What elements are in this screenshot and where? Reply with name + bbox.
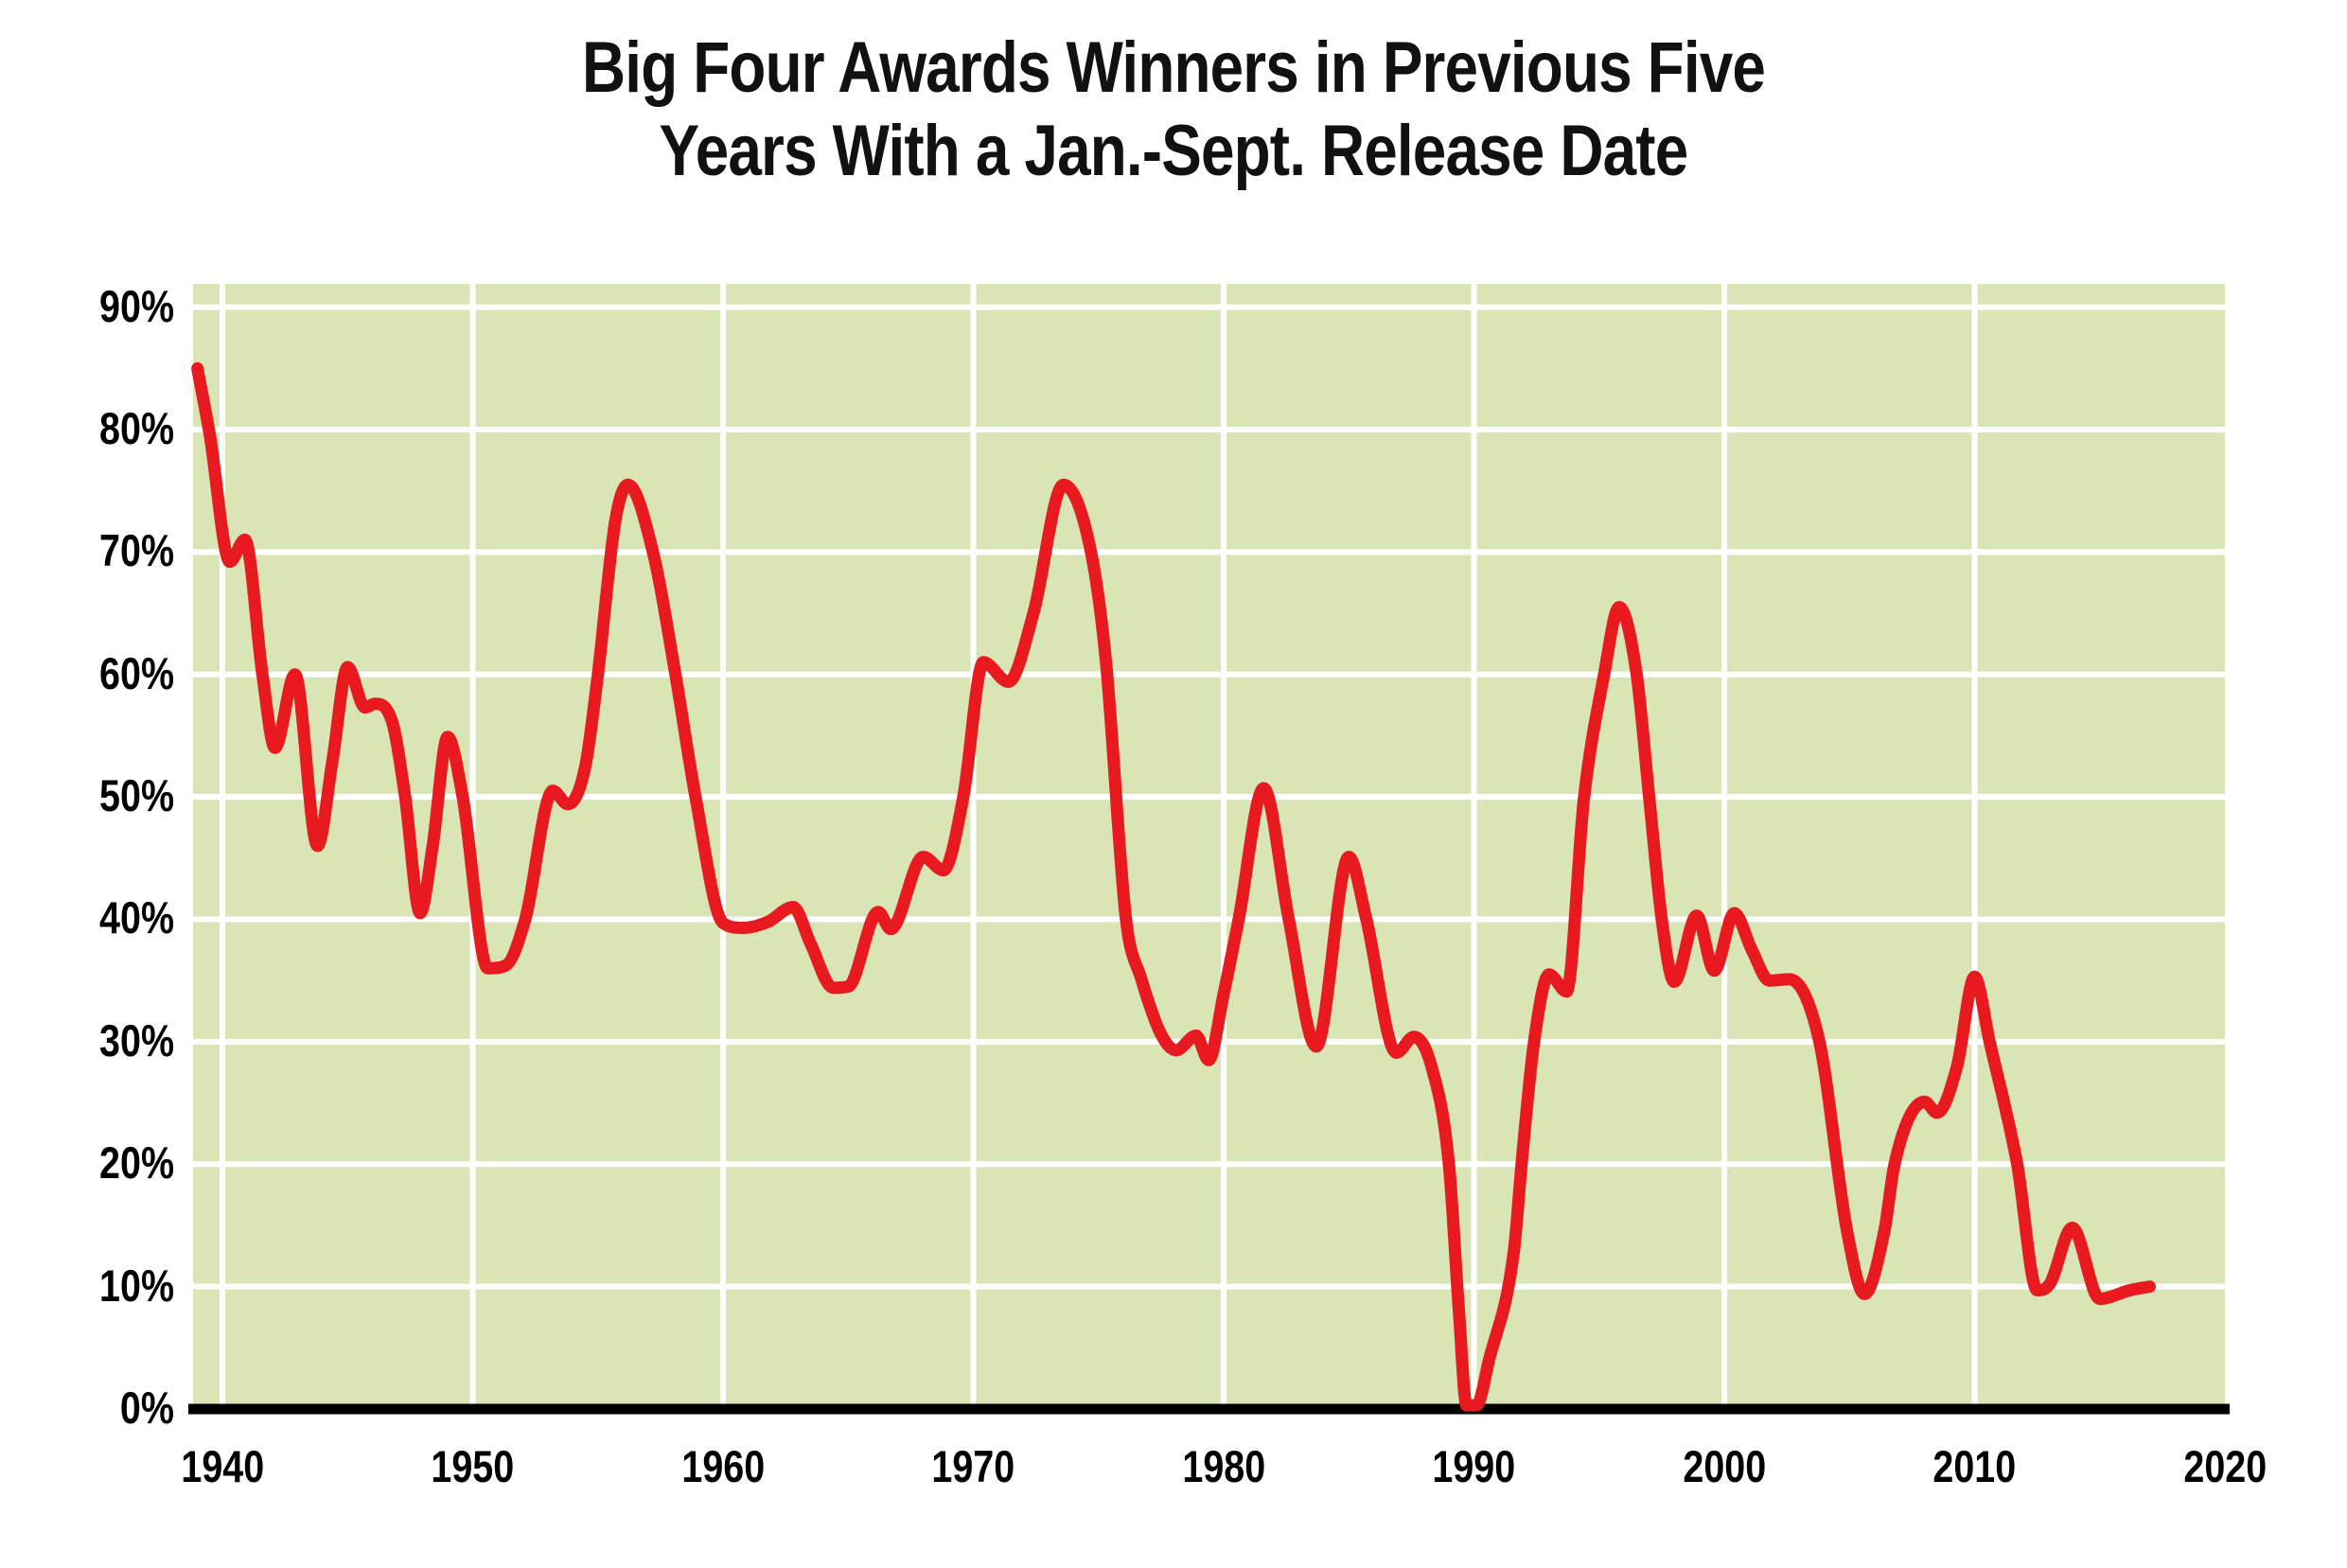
y-axis-tick-label-60: 60% [98,647,174,698]
h-gridline-80 [193,426,2225,432]
y-axis-tick-label-40: 40% [98,892,174,943]
chart-title: Big Four Awards Winners in Previous Five… [0,26,2347,193]
v-gridline-1970 [970,284,977,1409]
y-axis-tick-label-90: 90% [98,280,174,331]
v-gridline-2000 [1721,284,1727,1409]
h-gridline-10 [193,1283,2225,1290]
v-gridline-1940 [220,284,225,1409]
h-gridline-50 [193,794,2225,801]
data-line-series [191,361,2157,1412]
h-gridline-40 [193,916,2225,923]
x-axis-tick-label-2000: 2000 [1683,1441,1766,1491]
y-axis-tick-label-50: 50% [98,770,174,821]
x-axis-tick-label-1950: 1950 [431,1441,515,1491]
y-axis-tick-label-0: 0% [119,1383,174,1433]
chart-title-line-2: Years With a Jan.-Sept. Release Date [659,111,1689,191]
y-axis-tick-label-30: 30% [98,1014,174,1066]
x-axis-tick-label-1960: 1960 [681,1441,765,1491]
v-gridline-1990 [1471,284,1477,1409]
x-axis-tick-label-1990: 1990 [1432,1441,1516,1491]
h-gridline-60 [193,671,2225,678]
x-axis-tick-label-2010: 2010 [1932,1441,2017,1491]
y-axis-tick-label-10: 10% [98,1260,174,1311]
y-axis-tick-label-70: 70% [98,525,174,576]
x-axis-tick-label-1940: 1940 [181,1441,264,1491]
v-gridline-1980 [1221,284,1226,1409]
plot-area-background [193,284,2225,1409]
x-axis-tick-label-2020: 2020 [2183,1441,2267,1491]
h-gridline-20 [193,1161,2225,1168]
y-axis-tick-label-80: 80% [98,402,174,453]
chart-title-line-1: Big Four Awards Winners in Previous Five [582,27,1766,108]
v-gridline-2010 [1971,284,1978,1409]
h-gridline-70 [193,549,2225,555]
v-gridline-1960 [720,284,726,1409]
h-gridline-90 [193,304,2225,310]
y-axis-tick-label-20: 20% [98,1137,174,1189]
x-axis-tick-label-1980: 1980 [1182,1441,1265,1491]
x-axis-tick-label-1970: 1970 [931,1441,1015,1491]
x-axis-line [188,1403,2230,1415]
